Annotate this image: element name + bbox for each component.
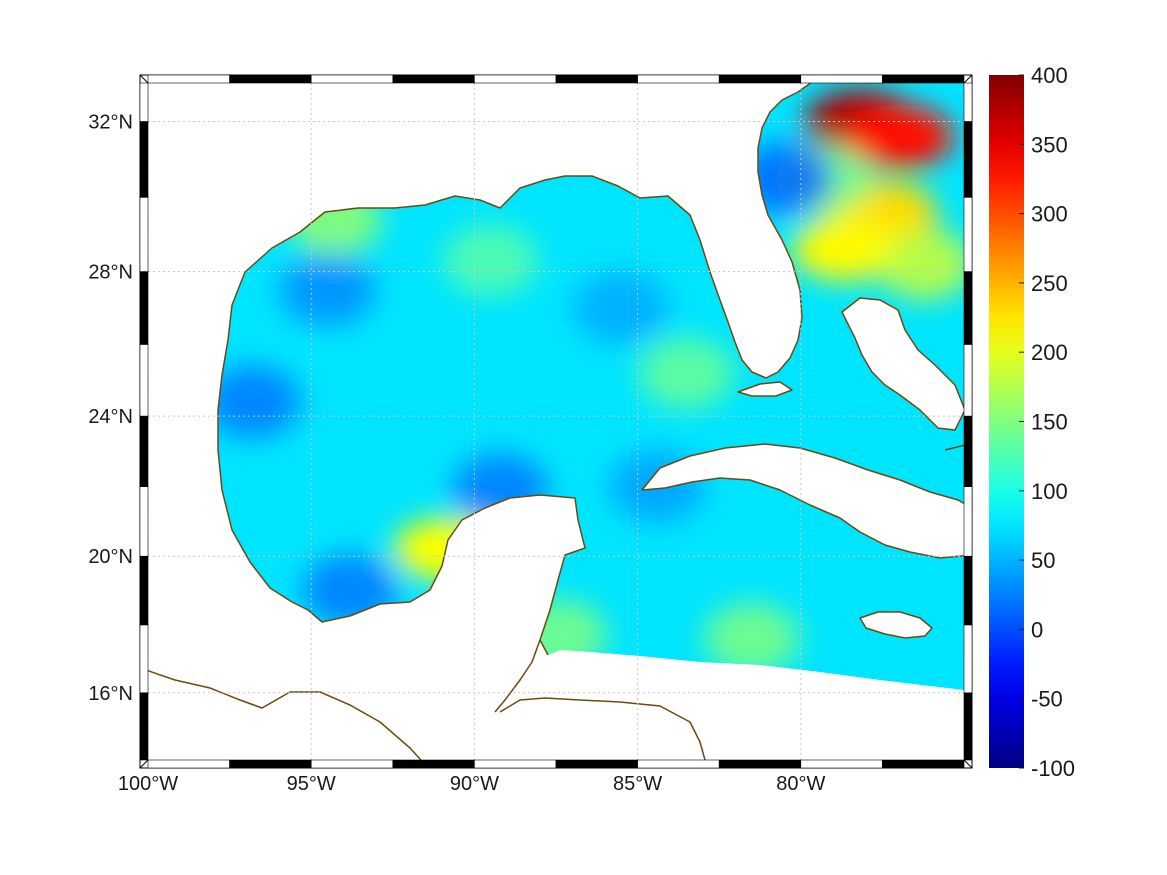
frame-corner xyxy=(139,74,149,84)
central-america-coastline xyxy=(148,669,422,760)
frame-segment-left xyxy=(139,82,149,122)
frame-segment-left xyxy=(139,624,149,694)
colorbar-tick-label: 100 xyxy=(1031,479,1068,504)
graticule xyxy=(148,83,964,760)
frame-segment-left xyxy=(139,415,149,488)
frame-segment-top xyxy=(229,74,312,84)
colorbar-tick-label: 300 xyxy=(1031,202,1068,227)
frame-segment-top xyxy=(310,74,394,84)
frame-segment-bottom xyxy=(718,759,802,769)
frame-segment-right xyxy=(963,271,973,345)
longitude-tick-label: 95°W xyxy=(287,773,336,795)
frame-segment-top xyxy=(882,74,965,84)
colorbar-tick-label: 0 xyxy=(1031,617,1043,642)
colorbar-tick-label: 400 xyxy=(1031,63,1068,88)
frame-segment-top xyxy=(800,74,883,84)
bahamas-coastline xyxy=(841,297,964,431)
colorbar-bar xyxy=(989,75,1024,768)
frame-segment-bottom xyxy=(474,759,557,769)
field-anomaly xyxy=(204,365,301,438)
frame-corner xyxy=(963,759,973,769)
frame-segment-right xyxy=(963,624,973,694)
frame-segment-top xyxy=(474,74,557,84)
frame-segment-left xyxy=(139,486,149,557)
frame-segment-top xyxy=(637,74,720,84)
frame-corner xyxy=(139,759,149,769)
field-anomaly xyxy=(279,253,376,326)
florida-keys xyxy=(738,382,792,396)
colorbar-tick-label: 250 xyxy=(1031,271,1068,296)
frame-segment-right xyxy=(963,121,973,198)
field-anomaly xyxy=(573,272,670,345)
longitude-tick-label: 90°W xyxy=(450,773,499,795)
longitude-tick-label: 100°W xyxy=(118,773,178,795)
field-anomaly xyxy=(876,228,964,301)
frame-segment-left xyxy=(139,121,149,198)
colorbar-tick-label: -100 xyxy=(1031,756,1075,781)
jamaica-coastline xyxy=(859,611,933,639)
bahamas-islands xyxy=(842,298,964,430)
frame-segment-right xyxy=(963,344,973,417)
frame-segment-top xyxy=(392,74,475,84)
frame-segment-right xyxy=(963,692,973,761)
frame-segment-left xyxy=(139,197,149,272)
colorbar-tick-label: 150 xyxy=(1031,410,1068,435)
latitude-tick-label: 32°N xyxy=(88,112,133,134)
longitude-tick-labels: 100°W 95°W 90°W 85°W 80°W xyxy=(118,773,826,795)
frame-segment-top xyxy=(718,74,802,84)
florida-keys-coastline xyxy=(737,381,793,397)
frame-segment-left xyxy=(139,344,149,417)
cuba-coastline xyxy=(641,443,964,559)
latitude-tick-labels: 32°N 28°N 24°N 20°N 16°N xyxy=(88,112,133,705)
frame-segment-right xyxy=(963,415,973,488)
frame-segment-left xyxy=(139,692,149,761)
frame-segment-bottom xyxy=(310,759,394,769)
coastlines xyxy=(148,83,964,760)
frame-segment-bottom xyxy=(800,759,883,769)
frame-segment-right xyxy=(963,555,973,626)
colorbar-tick-label: 350 xyxy=(1031,132,1068,157)
frame-segment-left xyxy=(139,271,149,345)
latitude-tick-label: 28°N xyxy=(88,262,133,284)
frame-segment-bottom xyxy=(882,759,965,769)
field-anomaly xyxy=(638,337,735,410)
latitude-tick-label: 24°N xyxy=(88,406,133,428)
frame-corner xyxy=(963,74,973,84)
frame-segment-left xyxy=(139,555,149,626)
longitude-tick-label: 80°W xyxy=(776,773,825,795)
gulf-coastline xyxy=(217,83,812,656)
field-anomaly xyxy=(791,217,902,282)
latitude-tick-label: 20°N xyxy=(88,546,133,568)
colorbar-tick-label: 200 xyxy=(1031,340,1068,365)
colorbar-ticks: 400 350 300 250 200 150 100 50 0 -50 -100 xyxy=(1019,63,1075,781)
yucatan-belize-coastline xyxy=(494,639,541,713)
frame-segment-top xyxy=(555,74,638,84)
hispaniola-coastline xyxy=(944,444,964,451)
field-anomaly xyxy=(843,104,954,169)
map-area xyxy=(148,83,964,760)
honduras-coastline xyxy=(499,697,706,760)
latitude-tick-label: 16°N xyxy=(88,683,133,705)
frame-segment-bottom xyxy=(392,759,475,769)
colorbar: 400 350 300 250 200 150 100 50 0 -50 -100 xyxy=(989,63,1075,781)
map-frame xyxy=(139,74,973,769)
longitude-tick-label: 85°W xyxy=(613,773,662,795)
colorbar-tick-label: -50 xyxy=(1031,687,1063,712)
field-anomaly xyxy=(442,224,539,297)
frame-segment-bottom xyxy=(229,759,312,769)
frame-segment-top xyxy=(147,74,230,84)
colorbar-tick-label: 50 xyxy=(1031,548,1055,573)
frame-segment-bottom xyxy=(147,759,230,769)
frame-segment-bottom xyxy=(555,759,638,769)
frame-segment-right xyxy=(963,486,973,557)
frame-segment-right xyxy=(963,82,973,122)
frame-segment-right xyxy=(963,197,973,272)
north-america-land xyxy=(148,83,964,760)
field-anomaly xyxy=(703,602,800,675)
frame-segment-bottom xyxy=(637,759,720,769)
